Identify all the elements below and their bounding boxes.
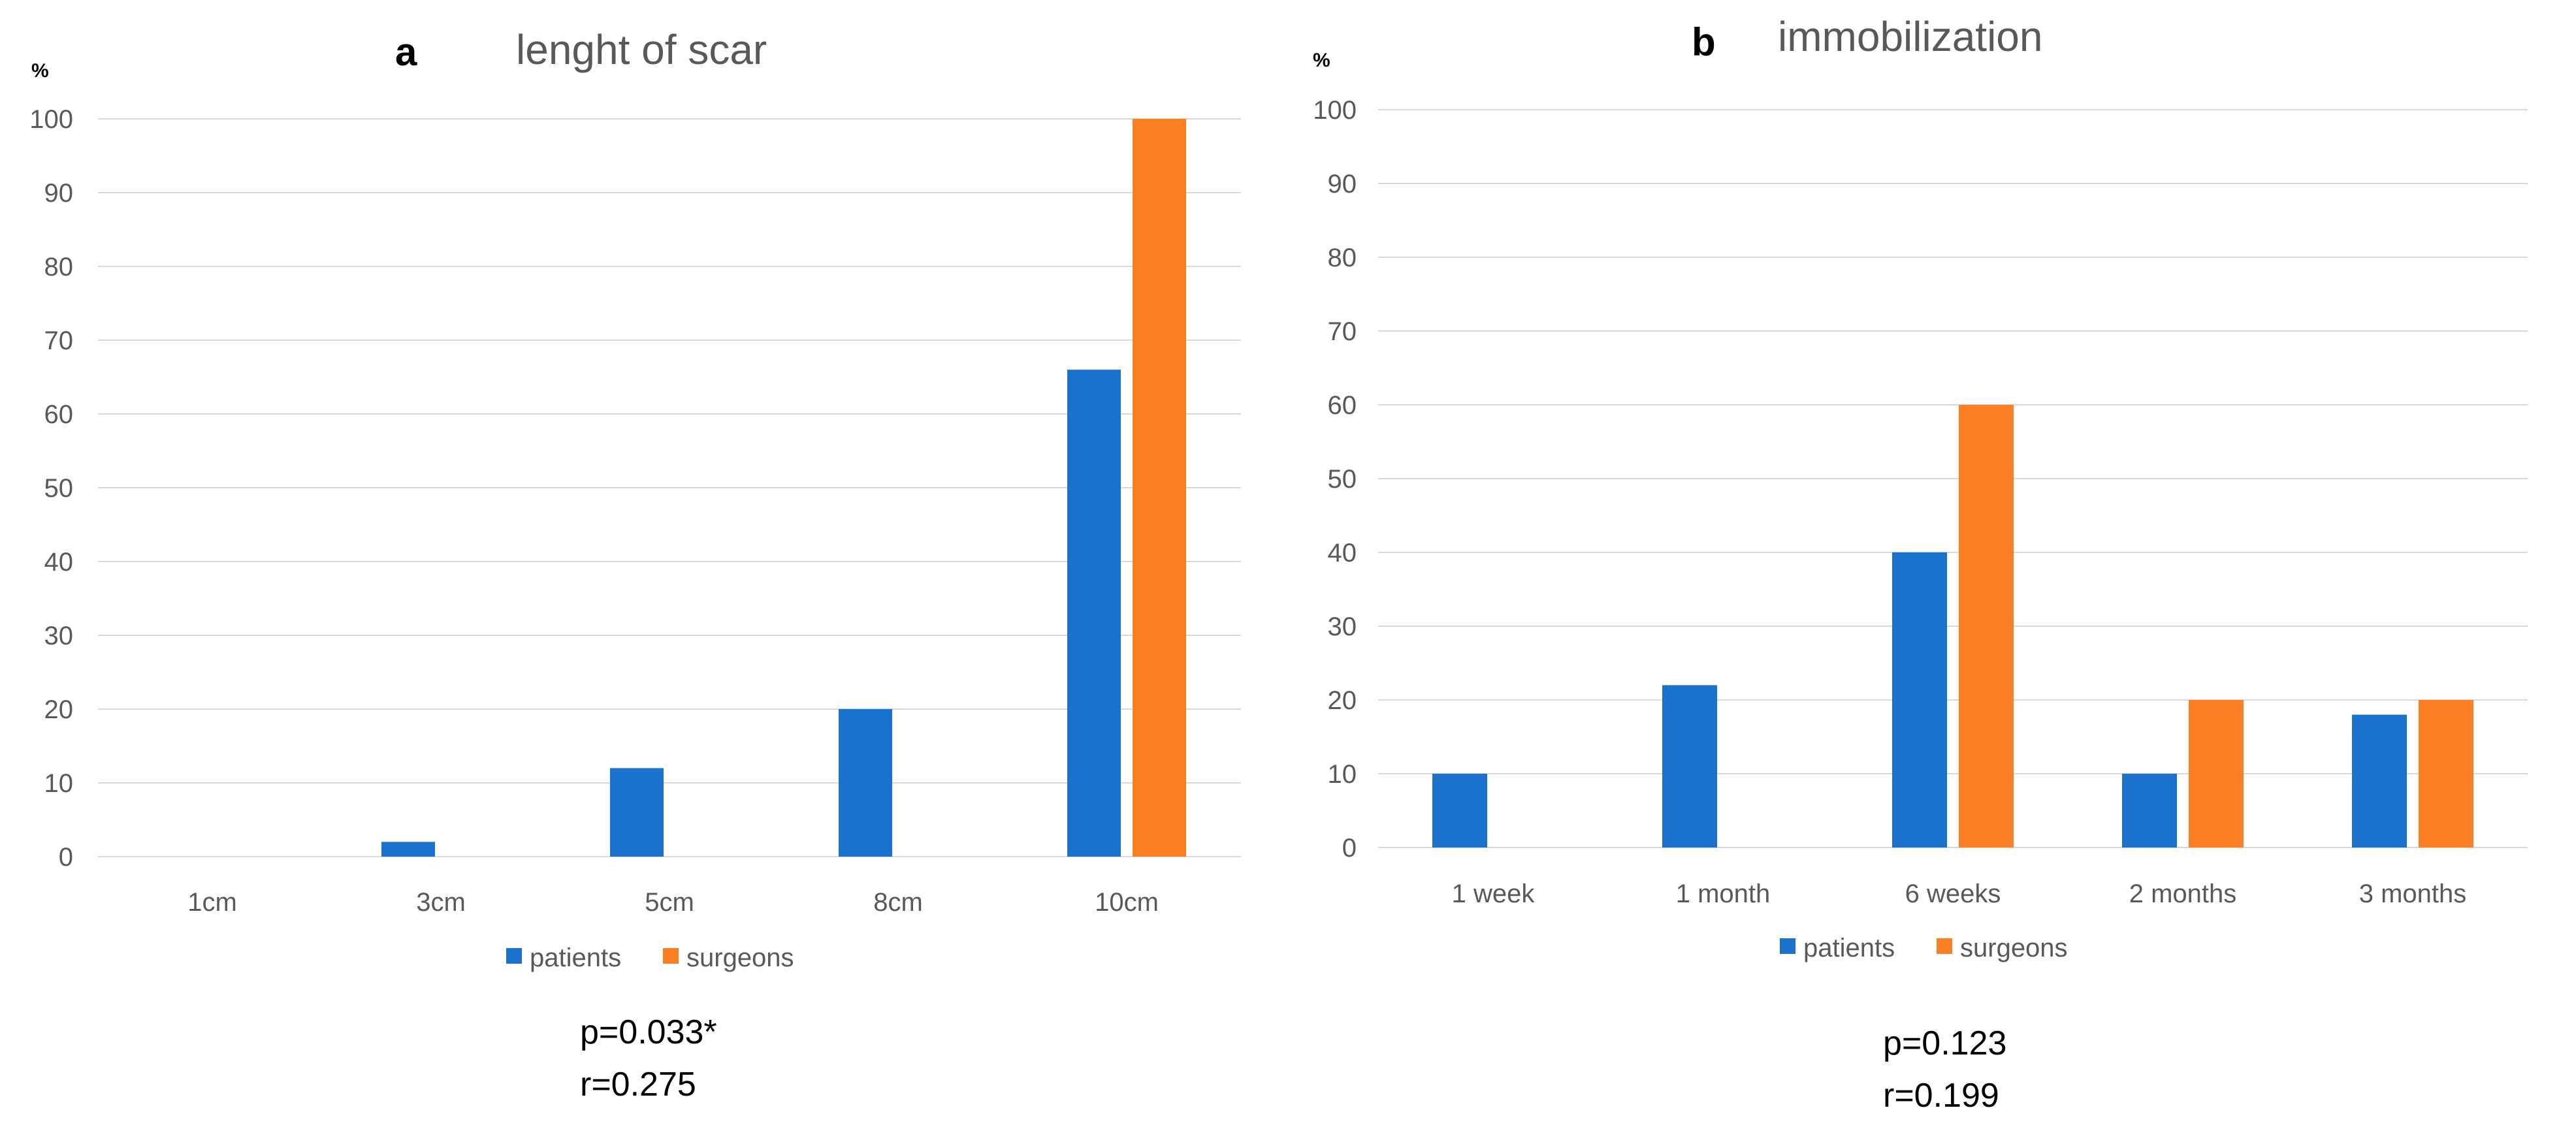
x-category-label: 5cm [645, 888, 694, 917]
legend-label-surgeons: surgeons [686, 943, 794, 972]
chart-panel-b: 0 10 20 30 40 50 60 70 80 90 100% b immobilization 1 … [1313, 13, 2528, 1115]
y-tick-label: 10 [1328, 760, 1357, 789]
y-tick-label: 100 [1313, 96, 1357, 125]
y-tick-label: 40 [1328, 539, 1357, 567]
bar-patients [1432, 774, 1487, 848]
y-tick-label: 0 [59, 843, 73, 872]
x-category-label: 2 months [2129, 879, 2237, 908]
chart-title: immobilization [1778, 13, 2042, 60]
bar-surgeons [2419, 700, 2473, 848]
x-category-label: 6 weeks [1905, 879, 2001, 908]
y-tick-label: 90 [1328, 170, 1357, 198]
y-tick-label: 90 [44, 179, 74, 208]
x-category-label: 3 months [2359, 879, 2467, 908]
y-axis-unit-label: % [1313, 50, 1330, 71]
bar-patients [1892, 552, 1947, 848]
x-category-label: 10cm [1095, 888, 1159, 917]
bar-patients [1067, 370, 1121, 857]
bar-patients [839, 709, 892, 857]
y-tick-label: 40 [44, 548, 74, 577]
y-tick-label: 50 [1328, 465, 1357, 494]
legend-swatch-surgeons [663, 948, 679, 964]
legend-swatch-patients [506, 948, 522, 964]
y-tick-label: 70 [44, 326, 74, 355]
y-tick-label: 80 [44, 253, 74, 281]
bar-patients [610, 768, 664, 857]
x-category-label: 3cm [416, 888, 466, 917]
y-axis-unit-label: % [31, 60, 49, 82]
bar-patients [1662, 685, 1717, 848]
bar-patients [2122, 774, 2177, 848]
y-tick-label: 20 [1328, 686, 1357, 715]
p-value-annotation: p=0.033* [580, 1013, 717, 1051]
r-value-annotation: r=0.275 [580, 1066, 696, 1103]
y-tick-label: 10 [44, 769, 74, 798]
legend-label-patients: patients [530, 943, 621, 972]
legend-swatch-patients [1780, 938, 1795, 954]
bar-surgeons [1133, 119, 1186, 857]
panel-letter: a [395, 30, 417, 74]
y-tick-label: 60 [44, 400, 74, 429]
y-tick-label: 20 [44, 695, 74, 724]
y-tick-label: 100 [29, 105, 73, 134]
y-tick-label: 30 [44, 622, 74, 650]
y-tick-label: 50 [44, 474, 74, 503]
panel-letter: b [1692, 20, 1716, 64]
bar-patients [2352, 714, 2407, 848]
bar-patients [381, 842, 435, 857]
legend-label-surgeons: surgeons [1960, 934, 2068, 962]
bar-surgeons [2189, 700, 2244, 848]
y-tick-label: 0 [1342, 834, 1357, 863]
y-tick-label: 60 [1328, 391, 1357, 420]
x-category-label: 8cm [873, 888, 923, 917]
legend-swatch-surgeons [1937, 938, 1952, 954]
x-category-label: 1 month [1676, 879, 1771, 908]
r-value-annotation: r=0.199 [1883, 1077, 1999, 1115]
chart-panel-a: 0 10 20 30 40 50 60 70 80 90 100% a lenght of scar 1c… [29, 26, 1241, 1103]
y-tick-label: 80 [1328, 244, 1357, 272]
p-value-annotation: p=0.123 [1883, 1024, 2006, 1062]
bar-surgeons [1959, 405, 2014, 848]
y-tick-label: 70 [1328, 317, 1357, 346]
x-category-label: 1 week [1452, 879, 1536, 908]
y-tick-label: 30 [1328, 612, 1357, 641]
x-category-label: 1cm [187, 888, 237, 917]
chart-title: lenght of scar [516, 26, 767, 73]
legend-label-patients: patients [1803, 934, 1895, 962]
